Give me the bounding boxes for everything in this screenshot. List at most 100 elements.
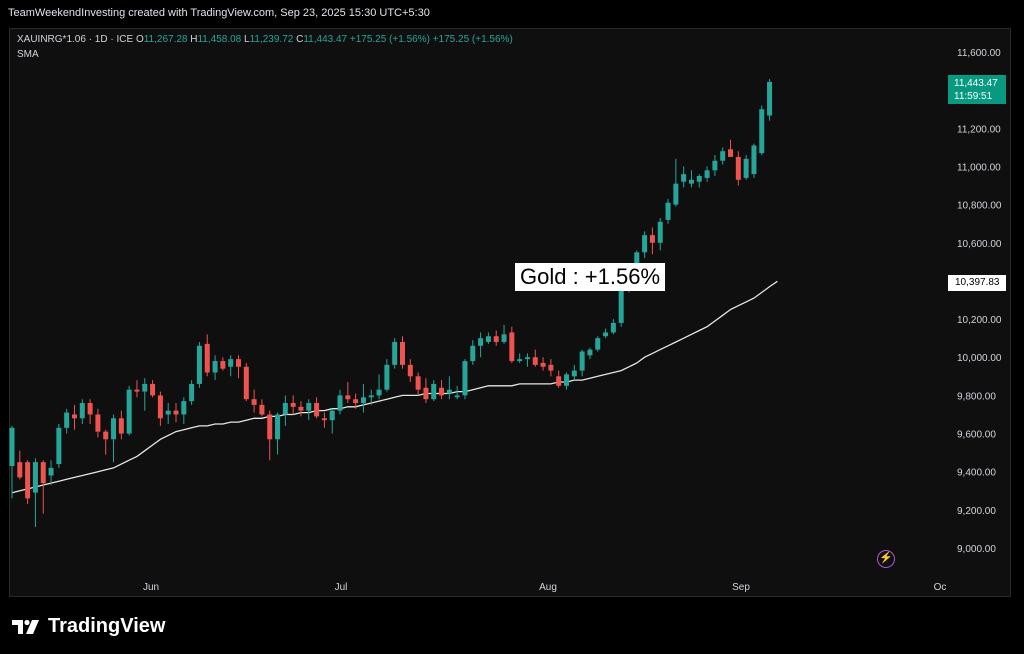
candle: [735, 151, 741, 186]
last-price-value: 11,443.47: [954, 78, 998, 89]
candle: [524, 353, 530, 367]
candle: [595, 336, 601, 352]
candle: [87, 399, 93, 424]
candle: [259, 399, 265, 417]
candle-body: [212, 361, 218, 373]
candle-body: [87, 403, 93, 415]
candle-body: [704, 170, 710, 178]
candle: [423, 378, 429, 404]
candle: [548, 359, 554, 377]
open-label: O: [135, 34, 144, 45]
candle: [71, 404, 77, 430]
candle-body: [462, 361, 468, 396]
candle-body: [360, 397, 366, 404]
candle-body: [400, 341, 405, 365]
low-label: L: [244, 34, 250, 45]
candle-body: [431, 383, 437, 400]
candle: [462, 359, 468, 400]
candle: [673, 158, 679, 207]
candle-body: [493, 336, 499, 342]
candle: [642, 231, 648, 259]
lightning-icon[interactable]: ⚡: [877, 550, 895, 568]
candle: [439, 380, 445, 400]
y-tick-label: 10,000.00: [957, 353, 1002, 364]
candle: [610, 319, 616, 335]
candle-body: [657, 221, 663, 243]
candle: [118, 410, 124, 440]
candle-body: [353, 399, 359, 404]
candle: [360, 383, 366, 413]
candle-body: [696, 176, 702, 182]
candle-body: [728, 149, 734, 157]
high-value: 11,458.08: [197, 34, 242, 45]
candle-body: [32, 462, 38, 493]
candle-body: [767, 81, 773, 116]
candle: [571, 364, 577, 381]
x-tick-label: Jul: [335, 582, 348, 593]
candle: [220, 357, 226, 371]
candle-body: [345, 395, 351, 400]
y-tick-label: 11,200.00: [957, 124, 1001, 135]
candle: [759, 105, 765, 156]
candle-body: [439, 387, 445, 396]
candle-body: [415, 376, 421, 390]
candle: [368, 389, 374, 405]
candle-body: [524, 357, 530, 360]
candle-body: [423, 387, 429, 400]
symbol-label: XAUINRG*1.06 · 1D · ICE: [17, 34, 134, 45]
candle-body: [642, 235, 648, 253]
candle-body: [71, 414, 77, 419]
candle-body: [751, 145, 757, 175]
candle-body: [220, 361, 226, 369]
candle-body: [618, 290, 624, 323]
last-price-badge: 11,443.47 11:59:51: [948, 75, 1006, 104]
candle-body: [759, 109, 765, 154]
candle-body: [329, 410, 335, 421]
y-tick-label: 9,800.00: [957, 391, 996, 402]
candle-body: [228, 359, 234, 367]
candle-body: [64, 412, 70, 428]
candle: [126, 385, 132, 436]
candle: [509, 326, 515, 363]
candle: [9, 425, 15, 499]
candle-body: [376, 389, 382, 396]
candle-body: [9, 427, 15, 466]
candle: [400, 336, 405, 369]
candle-body: [181, 401, 187, 415]
candle: [657, 217, 663, 251]
change-value: +175.25 (+1.56%): [349, 34, 430, 45]
candle: [64, 408, 70, 434]
candle: [17, 450, 23, 480]
chart-frame[interactable]: [9, 28, 1011, 597]
candle: [25, 460, 31, 505]
candle-body: [79, 403, 85, 419]
candle-body: [173, 410, 179, 415]
candle: [235, 355, 241, 379]
candle: [485, 332, 491, 344]
candle: [181, 397, 187, 424]
candle: [751, 143, 757, 178]
candle-body: [665, 202, 671, 220]
candle: [376, 374, 382, 400]
indicator-label[interactable]: SMA: [17, 49, 39, 60]
candle: [298, 401, 304, 417]
candle-body: [556, 376, 562, 386]
candle: [275, 412, 281, 455]
x-tick-label: Aug: [539, 582, 557, 593]
candle-body: [17, 462, 23, 478]
candle-body: [595, 338, 601, 350]
candle-body: [243, 366, 249, 400]
annotation-label: Gold : +1.56%: [515, 263, 666, 291]
candle-body: [40, 462, 46, 484]
candle-body: [126, 389, 132, 434]
candle: [243, 362, 249, 402]
candle-body: [142, 383, 148, 392]
high-label: H: [190, 34, 198, 45]
candle: [743, 155, 749, 180]
candle: [446, 376, 452, 400]
candle: [48, 460, 54, 486]
y-tick-label: 10,600.00: [957, 239, 1002, 250]
candle-body: [540, 362, 546, 367]
candle: [290, 395, 296, 415]
